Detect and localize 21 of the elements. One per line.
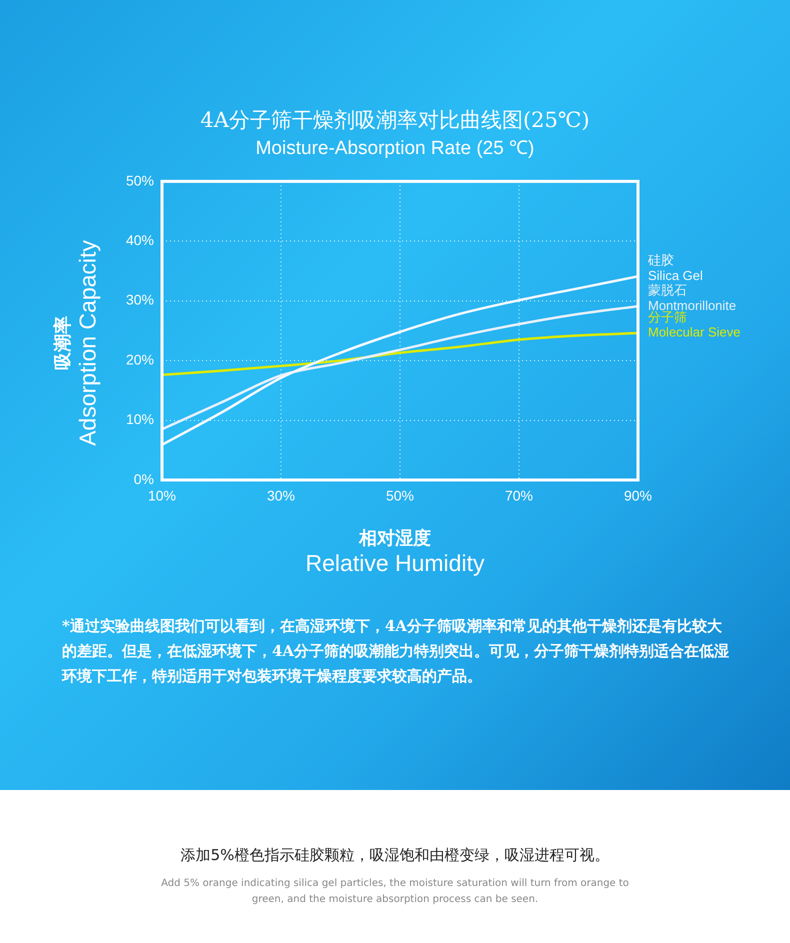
x-axis-title: 相对湿度 Relative Humidity bbox=[304, 527, 486, 577]
x-tick-label: 50% bbox=[386, 487, 414, 504]
y-tick-label: 50% bbox=[126, 172, 154, 188]
series-label: 分子筛 Molecular Sieve bbox=[648, 310, 740, 340]
y-tick-label: 0% bbox=[134, 470, 154, 487]
text: Add 5% orange indicating silica gel particles, the moisture saturation will turn from orange to green, and the moisture absorption process can be seen. bbox=[160, 877, 630, 907]
x-tick-label: 90% bbox=[624, 487, 652, 504]
text: *通过实验曲线图我们可以看到，在高湿环境下，4A分子筛吸潮率和常见的其他干燥剂还是有比较大的差距。但是，在低湿环境下，4A分子筛的吸潮能力特别突出。可见，分子筛干燥剂特别适合在低湿环境下工作，特别适用于对包装环境干燥程度要求较高的产品。 bbox=[62, 616, 730, 687]
y-axis-title: 吸潮率 Adsorption Capacity bbox=[52, 239, 102, 448]
chart-title: 4A分子筛干燥剂吸潮率对比曲线图(25℃) bbox=[199, 107, 591, 134]
text: 添加5%橙色指示硅胶颗粒，吸湿饱和由橙变绿，吸湿进程可视。 bbox=[180, 846, 610, 865]
y-tick-label: 20% bbox=[126, 351, 154, 368]
x-tick-label: 30% bbox=[266, 487, 296, 504]
x-tick-label: 70% bbox=[504, 487, 534, 504]
line-series bbox=[162, 332, 638, 376]
y-tick-label: 30% bbox=[126, 292, 154, 308]
series-label: 硅胶 Silica Gel bbox=[647, 254, 704, 283]
y-tick-label: 10% bbox=[126, 411, 154, 428]
chart-subtitle: Moisture-Absorption Rate (25 ℃) bbox=[254, 137, 536, 160]
y-tick-label: 40% bbox=[126, 232, 154, 248]
x-tick-label: 10% bbox=[148, 487, 176, 504]
